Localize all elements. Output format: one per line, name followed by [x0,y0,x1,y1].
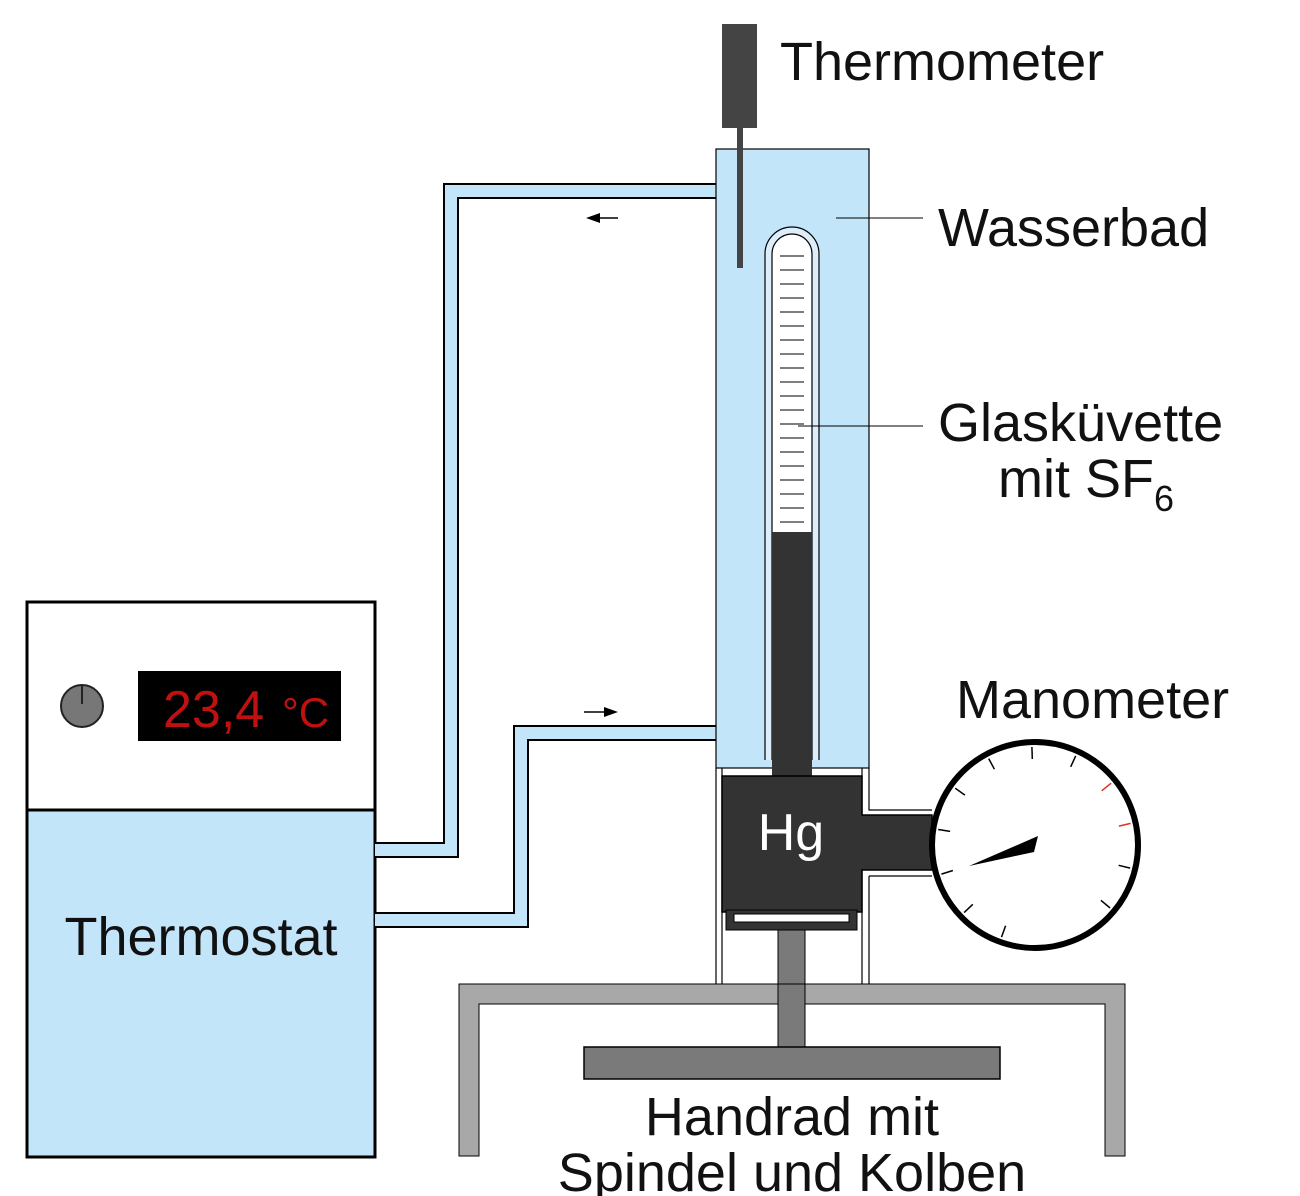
manometer-red-tick [1118,822,1131,827]
manometer-red-tick [1101,782,1112,792]
manometer-tick [1000,925,1007,938]
mercury-label: Hg [758,804,824,862]
manometer-tick [941,869,954,875]
mercury-reservoir [721,775,933,913]
thermometer [722,24,757,268]
manometer-tick [988,758,996,770]
piston [725,909,858,931]
spindle-through-frame [777,983,806,1049]
temperature-display [138,671,341,741]
thermostat-tank [25,808,377,1159]
thermometer-label: Thermometer [780,32,1104,92]
thermostat-knob[interactable] [60,684,104,728]
cuvette-label-text: mit SF [998,449,1154,509]
manometer-tick [954,787,966,796]
glass-cuvette [764,226,820,777]
temperature-value: 23,4 [163,681,264,739]
temperature-unit: °C [282,689,329,736]
water-hoses [375,183,718,928]
return-hose [375,183,718,858]
flow-arrow-left [586,213,618,223]
thermostat-label: Thermostat [64,907,337,967]
thermostat-unit: 23,4 °C Thermostat [25,600,377,1159]
mercury-column [772,532,812,777]
thermometer-probe [737,128,743,268]
supply-hose [375,725,718,928]
cuvette-label-line2: mit SF6 [998,449,1174,519]
manometer-gauge [929,739,1141,951]
manometer-needle [969,836,1038,866]
manometer-tick [963,903,974,914]
manometer-scale [938,746,1131,938]
cuvette-label-subscript: 6 [1154,478,1174,519]
water-bath-label: Wasserbad [938,198,1209,258]
cuvette-scale [780,255,804,523]
handwheel-label-line2: Spindel und Kolben [558,1143,1026,1196]
manometer-tick [1118,864,1131,869]
handwheel-label-line1: Handrad mit [645,1087,939,1147]
manometer-tick [1100,899,1111,909]
handwheel-bar[interactable] [583,1046,1001,1080]
cuvette-label-line1: Glasküvette [938,393,1223,453]
flow-arrow-right [584,707,618,717]
thermometer-head [722,24,757,128]
manometer-tick [1070,755,1077,768]
manometer-tick [938,828,951,833]
support-frame [458,983,1126,1157]
manometer-label: Manometer [956,670,1229,730]
